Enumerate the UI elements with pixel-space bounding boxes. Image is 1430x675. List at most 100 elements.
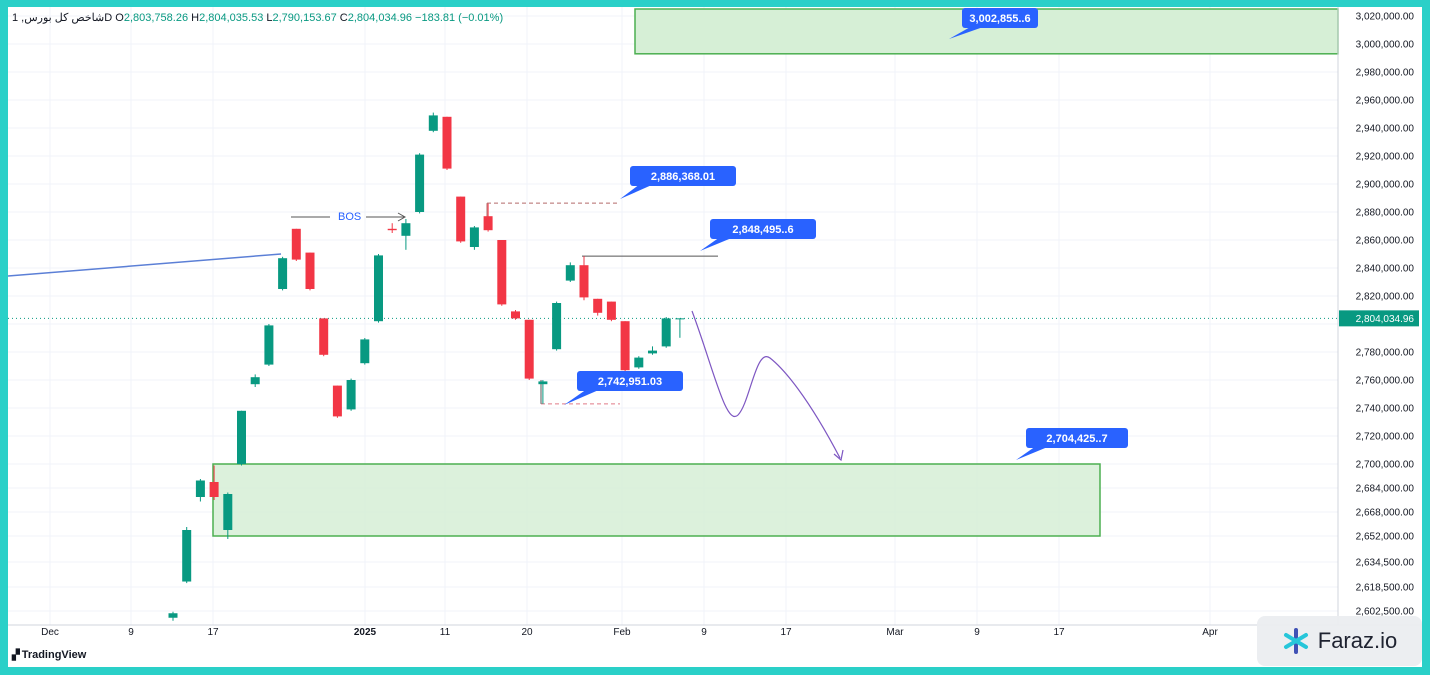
label-3002855: 3,002,855..6 — [949, 8, 1038, 39]
label-3002855-text: 3,002,855..6 — [969, 13, 1030, 25]
high-value: 2,804,035.53 — [199, 12, 264, 24]
label-2848495: 2,848,495..6 — [700, 219, 816, 251]
candle-body — [387, 228, 397, 231]
candle-body — [606, 301, 616, 320]
price-tick-label: 2,860,000.00 — [1356, 236, 1415, 247]
candle — [374, 254, 383, 323]
time-tick-label: Dec — [41, 627, 59, 638]
candle — [305, 252, 315, 291]
candle-body — [319, 318, 329, 355]
price-tick-label: 2,940,000.00 — [1356, 124, 1415, 135]
candle — [291, 228, 301, 261]
faraz-watermark: Faraz.io — [1257, 616, 1422, 666]
ohlc-legend: شاخص کل بورس, 1D O2,803,758.26 H2,804,03… — [12, 11, 503, 24]
bos-label: BOS — [338, 211, 361, 223]
candle-body — [483, 216, 493, 231]
symbol-label[interactable]: شاخص کل بورس, 1D — [12, 12, 113, 24]
projection-arrowhead — [833, 449, 844, 462]
candle — [415, 153, 425, 214]
candle-body — [634, 357, 644, 368]
label-2704425-tail — [1016, 446, 1050, 460]
candle-body — [428, 115, 438, 131]
price-tick-label: 2,980,000.00 — [1356, 68, 1415, 79]
time-tick-label: Apr — [1202, 627, 1218, 638]
candle — [387, 223, 397, 233]
candle — [456, 196, 466, 243]
candle-body — [264, 325, 274, 365]
candle-body — [538, 381, 548, 385]
candle-body — [579, 265, 589, 298]
candles — [168, 112, 685, 621]
time-tick-label: 9 — [701, 627, 707, 638]
time-tick-label: Mar — [886, 627, 904, 638]
candle-body — [511, 311, 520, 319]
faraz-star-icon — [1283, 628, 1308, 654]
label-2742951-box — [577, 371, 683, 391]
chart-frame: BOS 3,002,855..6 2,886,368.01 2,848,495..6 2… — [8, 7, 1422, 667]
candle — [237, 410, 246, 466]
candle — [264, 324, 274, 366]
close-key: C — [339, 12, 348, 24]
label-2704425-text: 2,704,425..7 — [1046, 433, 1107, 445]
price-tick-label: 2,602,500.00 — [1356, 607, 1415, 618]
candle — [538, 380, 548, 404]
price-tick-label: 2,920,000.00 — [1356, 152, 1415, 163]
price-tick-label: 2,618,500.00 — [1356, 583, 1415, 594]
candle — [593, 298, 603, 316]
label-2886368: 2,886,368.01 — [620, 166, 736, 199]
low-key: L — [266, 12, 273, 24]
candle — [552, 301, 562, 351]
label-2886368-text: 2,886,368.01 — [651, 171, 715, 183]
candle-body — [620, 321, 630, 371]
price-chart[interactable]: BOS 3,002,855..6 2,886,368.01 2,848,495..6 2… — [8, 7, 1422, 667]
candle-body — [278, 258, 288, 289]
candle — [511, 310, 520, 320]
last-price-badge-bg — [1339, 310, 1419, 327]
label-2742951-text: 2,742,951.03 — [598, 376, 662, 388]
low-value: 2,790,153.67 — [272, 12, 337, 24]
label-2704425-box — [1026, 428, 1128, 448]
price-tick-label: 2,760,000.00 — [1356, 376, 1415, 387]
price-tick-label: 2,960,000.00 — [1356, 96, 1415, 107]
price-tick-label: 2,634,500.00 — [1356, 558, 1415, 569]
candle-body — [401, 223, 411, 236]
label-2742951-tail — [564, 389, 601, 405]
candle — [606, 301, 616, 322]
open-key: O — [115, 12, 124, 24]
tradingview-icon: ▞ — [12, 649, 20, 661]
candle — [497, 240, 507, 306]
candle — [675, 318, 685, 338]
candle — [401, 219, 411, 250]
candle — [195, 479, 205, 502]
price-tick-label: 2,840,000.00 — [1356, 264, 1415, 275]
tradingview-logo[interactable]: ▞ TradingView — [12, 649, 86, 661]
candle-body — [456, 196, 466, 242]
candle-body — [182, 530, 192, 582]
close-value: 2,804,034.96 — [347, 12, 412, 24]
candle-body — [524, 319, 534, 379]
candle-body — [250, 377, 260, 385]
label-2848495-tail — [700, 237, 734, 251]
faraz-label: Faraz.io — [1317, 628, 1398, 653]
candle-body — [661, 318, 671, 347]
price-tick-label: 2,720,000.00 — [1356, 432, 1415, 443]
candle — [360, 338, 370, 365]
candle-body — [469, 227, 479, 247]
candle — [278, 256, 288, 291]
time-tick-label: 17 — [780, 627, 792, 638]
candle-body — [648, 350, 657, 354]
candle-body — [195, 480, 205, 497]
time-tick-label: 9 — [128, 627, 134, 638]
last-price-badge-text: 2,804,034.96 — [1356, 314, 1415, 325]
candle — [442, 116, 452, 170]
price-tick-label: 2,740,000.00 — [1356, 404, 1415, 415]
price-tick-label: 2,652,000.00 — [1356, 532, 1415, 543]
candle-body — [593, 298, 603, 313]
candle-body — [209, 482, 219, 497]
candle — [319, 318, 329, 357]
time-axis: Dec 9 17 2025 11 20 Feb 9 17 Mar 9 17 Apr — [8, 624, 1422, 638]
label-3002855-tail — [949, 26, 986, 39]
price-tick-label: 2,700,000.00 — [1356, 460, 1415, 471]
price-tick-label: 2,684,000.00 — [1356, 484, 1415, 495]
projection-path — [691, 310, 841, 459]
